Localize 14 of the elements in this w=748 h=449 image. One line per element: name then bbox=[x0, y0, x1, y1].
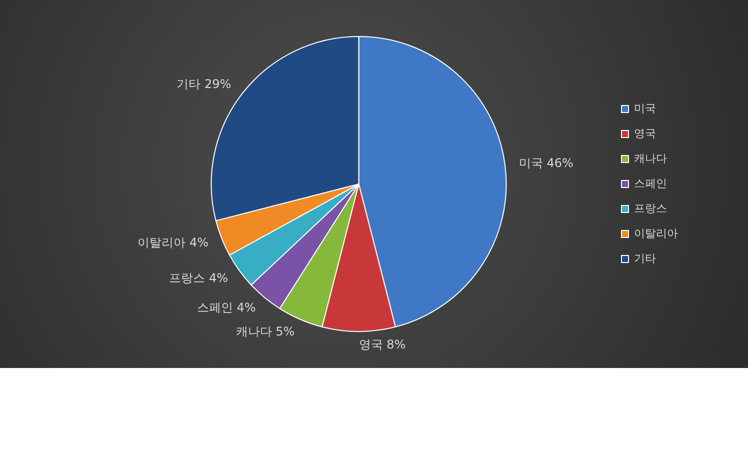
legend-label: 영국 bbox=[634, 126, 656, 140]
legend-label: 스페인 bbox=[634, 176, 667, 190]
category-label: 미국 46% bbox=[518, 156, 574, 170]
legend-label: 미국 bbox=[634, 102, 656, 115]
legend-label: 캐나다 bbox=[634, 152, 667, 165]
legend-label: 기타 bbox=[634, 252, 656, 265]
category-label: 스페인 4% bbox=[196, 300, 256, 315]
category-label: 기타 29% bbox=[176, 77, 232, 92]
category-label: 이탈리아 4% bbox=[138, 236, 209, 250]
legend-label: 이탈리아 bbox=[634, 226, 678, 240]
legend-label: 프랑스 bbox=[634, 202, 667, 215]
category-label: 영국 8% bbox=[358, 338, 406, 352]
category-label: 캐나다 5% bbox=[236, 324, 295, 338]
category-label: 프랑스 4% bbox=[169, 271, 228, 286]
